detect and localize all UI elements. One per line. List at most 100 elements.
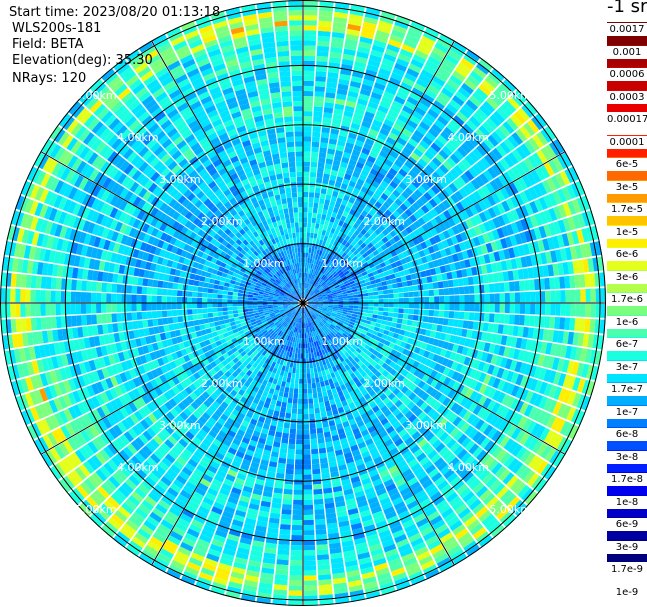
range-gate-cell: [489, 500, 503, 513]
range-gate-cell: [478, 510, 492, 523]
range-gate-cell: [435, 523, 449, 535]
range-gate-cell: [389, 368, 397, 376]
range-gate-cell: [463, 312, 470, 320]
range-gate-cell: [421, 322, 428, 329]
range-gate-cell: [295, 368, 300, 374]
range-gate-cell: [503, 346, 511, 358]
range-gate-cell: [343, 346, 350, 352]
range-gate-cell: [504, 358, 513, 370]
range-gate-cell: [458, 507, 471, 519]
range-gate-cell: [430, 379, 439, 388]
range-gate-cell: [315, 335, 320, 341]
range-gate-cell: [90, 303, 97, 314]
range-gate-cell: [522, 418, 533, 432]
range-gate-cell: [572, 392, 582, 408]
range-gate-cell: [360, 370, 367, 378]
range-gate-cell: [384, 389, 392, 397]
range-gate-cell: [467, 320, 474, 330]
range-gate-cell: [461, 328, 468, 338]
range-gate-cell: [544, 429, 555, 444]
range-gate-cell: [567, 331, 575, 345]
range-gate-cell: [297, 414, 303, 420]
range-gate-cell: [415, 398, 425, 408]
range-gate-cell: [554, 317, 561, 330]
range-gate-cell: [122, 275, 129, 284]
range-gate-cell: [290, 560, 303, 566]
range-gate-cell: [369, 501, 381, 510]
range-gate-cell: [324, 314, 330, 319]
range-gate-cell: [297, 353, 301, 359]
range-gate-cell: [559, 420, 571, 436]
range-gate-cell: [346, 335, 352, 341]
range-gate-cell: [399, 487, 411, 497]
range-gate-cell: [312, 305, 318, 308]
range-gate-cell: [126, 294, 132, 303]
range-gate-cell: [359, 350, 366, 357]
range-gate-cell: [423, 564, 438, 575]
range-gate-cell: [343, 550, 356, 558]
range-gate-cell: [376, 443, 386, 452]
range-gate-cell: [15, 303, 21, 318]
range-gate-cell: [315, 324, 320, 330]
range-gate-cell: [495, 355, 503, 367]
range-gate-cell: [520, 338, 528, 350]
range-gate-cell: [344, 351, 351, 358]
range-gate-cell: [325, 405, 332, 412]
range-gate-cell: [355, 330, 362, 336]
range-gate-cell: [317, 316, 322, 321]
range-gate-cell: [416, 550, 431, 561]
range-gate-cell: [287, 397, 293, 404]
range-gate-cell: [396, 505, 408, 515]
range-gate-cell: [326, 334, 332, 340]
range-gate-cell: [434, 372, 443, 381]
range-gate-cell: [478, 372, 487, 383]
range-gate-cell: [387, 312, 394, 317]
range-gate-cell: [515, 386, 525, 399]
range-gate-cell: [316, 387, 322, 393]
range-gate-cell: [317, 559, 330, 566]
range-gate-cell: [350, 444, 359, 452]
range-gate-cell: [457, 433, 468, 445]
range-gate-cell: [320, 467, 330, 474]
range-gate-cell: [442, 421, 452, 431]
range-gate-cell: [306, 306, 311, 311]
range-gate-cell: [445, 540, 459, 552]
range-gate-cell: [515, 373, 524, 386]
range-gate-cell: [213, 284, 219, 290]
range-gate-cell: [414, 434, 425, 444]
beta-rays: [0, 0, 606, 606]
range-gate-cell: [342, 307, 349, 310]
range-gate-cell: [366, 409, 375, 417]
range-gate-cell: [358, 556, 372, 565]
range-gate-cell: [306, 368, 311, 374]
range-gate-cell: [498, 419, 509, 432]
range-gate-cell: [317, 345, 321, 351]
range-gate-cell: [552, 357, 560, 371]
range-gate-cell: [137, 320, 144, 329]
range-gate-cell: [553, 386, 563, 400]
range-gate-cell: [193, 280, 200, 287]
range-gate-cell: [547, 356, 555, 369]
range-gate-cell: [309, 310, 314, 315]
range-gate-cell: [449, 495, 462, 507]
range-gate-cell: [45, 317, 52, 330]
range-gate-cell: [336, 314, 342, 318]
range-gate-cell: [193, 319, 200, 326]
range-gate-cell: [557, 388, 567, 402]
range-gate-cell: [332, 366, 338, 373]
range-gate-cell: [310, 443, 318, 450]
range-gate-cell: [355, 380, 363, 388]
range-gate-cell: [361, 389, 368, 396]
range-gate-cell: [323, 342, 329, 348]
range-gate-cell: [313, 341, 317, 347]
range-gate-cell: [312, 468, 321, 475]
range-gate-cell: [311, 321, 315, 326]
range-gate-cell: [355, 437, 365, 445]
range-gate-cell: [433, 363, 442, 372]
range-gate-cell: [292, 509, 303, 516]
range-gate-cell: [407, 566, 422, 577]
range-gate-cell: [335, 346, 341, 352]
range-gate-cell: [399, 464, 410, 474]
range-gate-cell: [161, 288, 168, 296]
range-gate-cell: [297, 348, 301, 354]
